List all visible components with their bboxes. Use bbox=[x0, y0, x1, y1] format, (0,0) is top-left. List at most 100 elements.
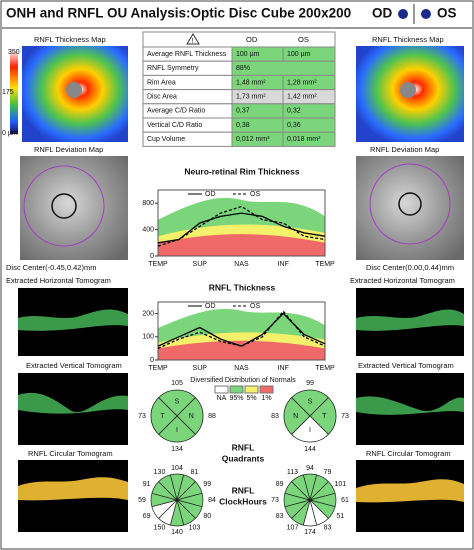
cell-value: 100 µm bbox=[236, 51, 260, 58]
x-tick-label: SUP bbox=[193, 261, 208, 268]
quadrant-value: 105 bbox=[171, 380, 183, 387]
y-tick-label: 800 bbox=[142, 200, 154, 207]
norm-band-red bbox=[158, 234, 325, 256]
disc bbox=[66, 82, 82, 98]
x-tick-label: TEMP bbox=[148, 365, 168, 372]
tomogram-title: RNFL Circular Tomogram bbox=[28, 449, 113, 458]
quadrant-letter: I bbox=[309, 427, 311, 434]
deviation-title: RNFL Deviation Map bbox=[34, 145, 103, 154]
retina-layer bbox=[18, 392, 128, 414]
quadrant-value: 144 bbox=[304, 446, 316, 453]
retina-layer bbox=[356, 396, 464, 415]
quadrant-letter: T bbox=[322, 413, 327, 420]
legend-label: 1% bbox=[261, 395, 271, 402]
scale-label: 350 bbox=[8, 49, 20, 56]
tomogram-title: Extracted Horizontal Tomogram bbox=[6, 276, 111, 285]
row-label: Disc Area bbox=[147, 94, 177, 101]
clock-value: 59 bbox=[138, 497, 146, 504]
table-cell bbox=[282, 131, 336, 147]
quadrants-title: Quadrants bbox=[222, 453, 265, 463]
disc-center: Disc Center(-0.45,0.42)mm bbox=[6, 263, 96, 272]
cell-value: 100 µm bbox=[287, 51, 311, 58]
quadrant-value: 88 bbox=[208, 413, 216, 420]
clock-hour bbox=[158, 474, 178, 502]
x-tick-label: NAS bbox=[234, 365, 249, 372]
y-tick-label: 200 bbox=[142, 310, 154, 317]
legend-label: OD bbox=[205, 303, 216, 310]
color-scale bbox=[10, 50, 18, 134]
series-line bbox=[157, 212, 326, 244]
disc-center: Disc Center(0.00,0.44)mm bbox=[366, 263, 454, 272]
legend-title: Diversified Distribution of Normals bbox=[190, 377, 296, 384]
y-tick-label: 400 bbox=[142, 226, 154, 233]
quadrant-value: 134 bbox=[171, 446, 183, 453]
cell-value: 1,42 mm² bbox=[287, 94, 317, 101]
cell-value: 1,48 mm² bbox=[236, 79, 266, 86]
y-tick-label: 0 bbox=[150, 357, 154, 364]
disc-outline bbox=[398, 192, 422, 216]
clock-title: ClockHours bbox=[219, 496, 267, 506]
scale-label: 0 µm bbox=[2, 130, 18, 137]
clock-value: 103 bbox=[189, 525, 201, 532]
od-dot bbox=[398, 9, 408, 19]
clock-value: 174 bbox=[304, 529, 316, 536]
clock-value: 89 bbox=[276, 481, 284, 488]
cell-value: 0,018 mm³ bbox=[287, 136, 321, 143]
tomogram-title: Extracted Vertical Tomogram bbox=[26, 361, 122, 370]
tomogram-title: Extracted Horizontal Tomogram bbox=[350, 276, 455, 285]
clock-value: 150 bbox=[154, 525, 166, 532]
row-label: Rim Area bbox=[147, 79, 176, 86]
plot-frame bbox=[157, 301, 326, 361]
row-label: Average RNFL Thickness bbox=[147, 51, 227, 58]
clock-hour bbox=[291, 474, 311, 502]
deviation-map bbox=[356, 156, 464, 260]
od-label: OD bbox=[372, 6, 393, 21]
tomogram-title: Extracted Vertical Tomogram bbox=[358, 361, 454, 370]
clock-title: RNFL bbox=[232, 485, 255, 495]
cell-value: 1,73 mm² bbox=[236, 94, 266, 101]
clock-value: 104 bbox=[171, 465, 183, 472]
clock-value: 69 bbox=[143, 513, 151, 520]
cell-value: 0,37 bbox=[236, 108, 250, 115]
x-tick-label: NAS bbox=[234, 261, 249, 268]
y-tick-label: 100 bbox=[142, 334, 154, 341]
quadrant-letter: N bbox=[189, 413, 194, 420]
clock-value: 113 bbox=[287, 469, 298, 476]
quadrant bbox=[291, 415, 329, 443]
clock-value: 79 bbox=[324, 469, 332, 476]
tomogram-title: RNFL Circular Tomogram bbox=[366, 449, 451, 458]
deviation-title: RNFL Deviation Map bbox=[370, 145, 439, 154]
row-label: Cup Volume bbox=[147, 136, 185, 143]
clock-value: 101 bbox=[334, 481, 346, 488]
series-line bbox=[157, 310, 326, 349]
cell-value: 0,32 bbox=[287, 108, 301, 115]
quadrants-title: RNFL bbox=[232, 442, 255, 452]
plot-frame bbox=[157, 189, 326, 257]
quadrant bbox=[176, 397, 204, 435]
series-line bbox=[157, 205, 326, 247]
legend-swatch bbox=[259, 385, 274, 394]
deviation-map bbox=[20, 156, 128, 260]
clock-value: 83 bbox=[324, 525, 332, 532]
scale-label: 175 bbox=[2, 89, 14, 96]
quadrant-value: 73 bbox=[138, 413, 146, 420]
retina-layer bbox=[356, 479, 464, 503]
os-label: OS bbox=[437, 6, 457, 21]
retina-layer bbox=[18, 477, 128, 501]
cell-value: 0,38 bbox=[236, 122, 250, 129]
quadrant-value: 99 bbox=[306, 380, 314, 387]
legend-swatch bbox=[229, 385, 244, 394]
map-title: RNFL Thickness Map bbox=[34, 35, 106, 44]
warning-icon bbox=[186, 33, 200, 45]
cell-value: 1,28 mm² bbox=[287, 79, 317, 86]
clock-value: 91 bbox=[143, 481, 151, 488]
row-label: Average C/D Ratio bbox=[147, 108, 205, 115]
quadrant bbox=[158, 389, 196, 417]
x-tick-label: INF bbox=[278, 365, 289, 372]
scan-circle bbox=[369, 163, 451, 245]
disc bbox=[400, 82, 416, 98]
column-header: OS bbox=[298, 35, 309, 44]
legend-swatch bbox=[214, 385, 229, 394]
x-tick-label: INF bbox=[278, 261, 289, 268]
